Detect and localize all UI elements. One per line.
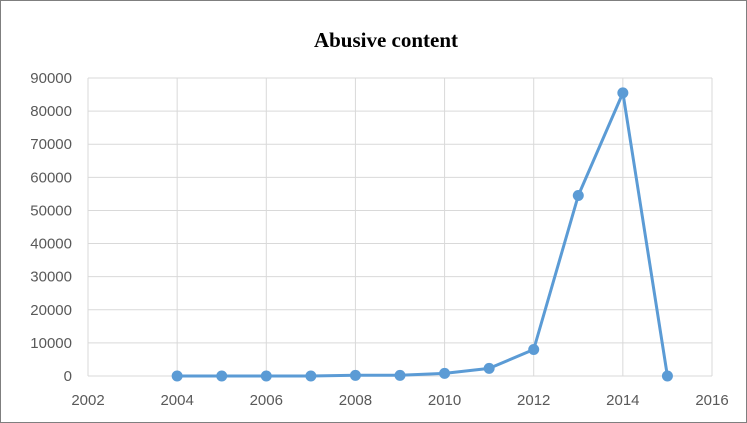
data-point: [483, 362, 495, 374]
series-line: [177, 91, 669, 378]
x-tick-label: 2016: [695, 392, 728, 409]
series-group: [171, 87, 673, 382]
x-tick-label: 2010: [428, 392, 461, 409]
y-tick-label: 10000: [30, 335, 72, 352]
data-point: [617, 87, 629, 99]
data-point: [394, 369, 406, 381]
x-axis: 2002 2004 2006 2008 2010 2012 2014 2016: [71, 392, 728, 409]
y-tick-label: 40000: [30, 236, 72, 253]
gridlines: [87, 77, 713, 377]
y-tick-label: 80000: [30, 103, 72, 120]
data-point: [216, 370, 228, 382]
x-tick-label: 2014: [606, 392, 639, 409]
data-point: [439, 367, 451, 379]
y-axis: 0 10000 20000 30000 40000 50000 60000 70000 8000…: [30, 70, 72, 385]
y-tick-label: 50000: [30, 202, 72, 219]
data-point: [572, 190, 584, 202]
y-tick-label: 60000: [30, 169, 72, 186]
data-point: [349, 369, 361, 381]
y-tick-label: 0: [64, 368, 72, 385]
x-tick-label: 2008: [339, 392, 372, 409]
x-tick-label: 2006: [250, 392, 283, 409]
chart-title: Abusive content: [314, 28, 458, 52]
data-point: [305, 370, 317, 382]
y-tick-label: 90000: [30, 70, 72, 87]
y-tick-label: 20000: [30, 302, 72, 319]
y-tick-label: 30000: [30, 269, 72, 286]
data-point: [260, 370, 272, 382]
data-point: [171, 370, 183, 382]
x-tick-label: 2002: [71, 392, 104, 409]
data-point: [528, 344, 540, 356]
x-tick-label: 2004: [160, 392, 193, 409]
x-tick-label: 2012: [517, 392, 550, 409]
y-tick-label: 70000: [30, 136, 72, 153]
data-point: [661, 370, 673, 382]
